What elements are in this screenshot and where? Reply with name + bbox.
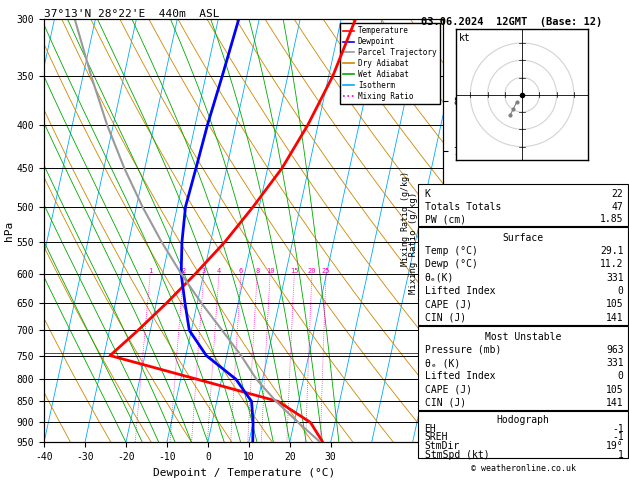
X-axis label: Dewpoint / Temperature (°C): Dewpoint / Temperature (°C) [153,468,335,478]
Text: StmDir: StmDir [425,441,460,451]
Text: 331: 331 [606,358,623,368]
Legend: Temperature, Dewpoint, Parcel Trajectory, Dry Adiabat, Wet Adiabat, Isotherm, Mi: Temperature, Dewpoint, Parcel Trajectory… [340,23,440,104]
Text: 15: 15 [290,268,299,274]
Text: Totals Totals: Totals Totals [425,202,501,211]
Text: SREH: SREH [425,432,448,442]
Text: 11.2: 11.2 [600,259,623,269]
Text: Mixing Ratio (g/kg): Mixing Ratio (g/kg) [401,171,410,266]
Text: Surface: Surface [503,233,543,243]
Text: 47: 47 [612,202,623,211]
Text: Temp (°C): Temp (°C) [425,246,477,256]
Text: 4: 4 [217,268,221,274]
Text: 8: 8 [255,268,259,274]
Text: 29.1: 29.1 [600,246,623,256]
Text: Pressure (mb): Pressure (mb) [425,345,501,355]
Text: Mixing Ratio (g/kg): Mixing Ratio (g/kg) [409,192,418,294]
Text: 963: 963 [606,345,623,355]
Text: 141: 141 [606,312,623,323]
Y-axis label: hPa: hPa [4,221,14,241]
Text: 141: 141 [606,398,623,408]
Text: θₑ(K): θₑ(K) [425,273,454,283]
Text: StmSpd (kt): StmSpd (kt) [425,450,489,460]
Text: 2: 2 [181,268,186,274]
Text: 1: 1 [148,268,152,274]
Text: 37°13'N 28°22'E  440m  ASL: 37°13'N 28°22'E 440m ASL [44,9,220,18]
Text: Dewp (°C): Dewp (°C) [425,259,477,269]
Text: 0: 0 [618,371,623,382]
Text: 0: 0 [618,286,623,296]
Text: 25: 25 [322,268,330,274]
Bar [418,184,628,226]
Bar [418,227,628,325]
Bar [418,411,628,458]
Text: 3: 3 [202,268,206,274]
Text: 19°: 19° [606,441,623,451]
Text: 20: 20 [308,268,316,274]
Text: 03.06.2024  12GMT  (Base: 12): 03.06.2024 12GMT (Base: 12) [421,17,603,27]
Text: © weatheronline.co.uk: © weatheronline.co.uk [470,464,576,473]
Text: K: K [425,189,430,199]
Text: PW (cm): PW (cm) [425,214,465,224]
Text: 105: 105 [606,299,623,309]
Text: θₑ (K): θₑ (K) [425,358,460,368]
Text: 22: 22 [612,189,623,199]
Text: CIN (J): CIN (J) [425,312,465,323]
Text: CIN (J): CIN (J) [425,398,465,408]
Bar [418,326,628,410]
Text: 1: 1 [618,450,623,460]
Text: EH: EH [425,424,437,434]
Text: Lifted Index: Lifted Index [425,286,495,296]
Text: LCL: LCL [447,348,462,358]
Text: 331: 331 [606,273,623,283]
Text: 10: 10 [266,268,274,274]
Text: 6: 6 [239,268,243,274]
Text: CAPE (J): CAPE (J) [425,299,472,309]
Text: 105: 105 [606,384,623,395]
Text: -1: -1 [612,432,623,442]
Text: -1: -1 [612,424,623,434]
Text: Most Unstable: Most Unstable [485,331,561,342]
Text: kt: kt [459,33,471,43]
Text: 1.85: 1.85 [600,214,623,224]
Text: Hodograph: Hodograph [496,415,550,425]
Text: CAPE (J): CAPE (J) [425,384,472,395]
Text: Lifted Index: Lifted Index [425,371,495,382]
